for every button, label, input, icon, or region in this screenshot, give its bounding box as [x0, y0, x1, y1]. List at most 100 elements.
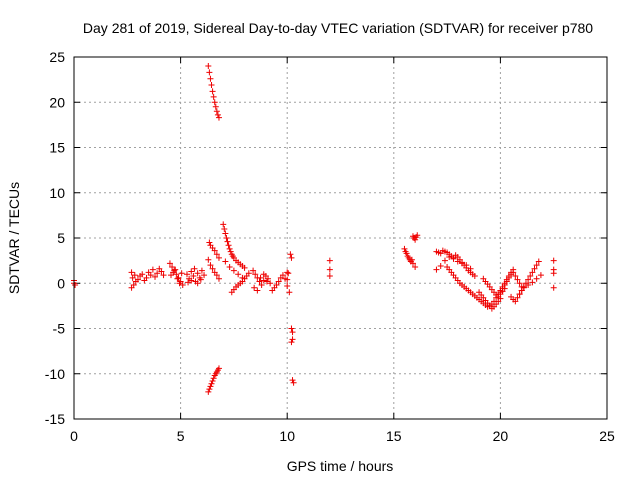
data-point — [414, 232, 421, 239]
data-point — [273, 282, 280, 289]
x-tick-label: 0 — [70, 428, 78, 444]
data-point — [250, 267, 257, 274]
data-point — [288, 254, 295, 261]
data-point — [459, 260, 466, 267]
data-point — [463, 262, 470, 269]
data-point — [206, 69, 213, 76]
data-point — [501, 282, 508, 289]
data-point — [267, 280, 274, 287]
data-point — [209, 377, 216, 384]
data-point — [174, 275, 181, 282]
data-point — [185, 279, 192, 286]
y-tick-label: 15 — [49, 140, 65, 156]
data-point — [510, 269, 517, 276]
data-point — [225, 242, 232, 249]
data-point — [514, 294, 521, 301]
y-tick-label: 20 — [49, 94, 65, 110]
data-point — [467, 265, 474, 272]
data-point — [288, 339, 295, 346]
data-point — [251, 284, 258, 291]
data-point — [531, 265, 538, 272]
data-point — [512, 298, 519, 305]
data-point — [213, 108, 220, 115]
y-axis-label: SDTVAR / TECUs — [6, 182, 22, 294]
data-point — [172, 266, 179, 273]
data-point — [215, 254, 222, 261]
chart-title: Day 281 of 2019, Sidereal Day-to-day VTE… — [83, 20, 593, 36]
data-point — [471, 273, 478, 280]
data-point — [215, 365, 222, 372]
data-point — [254, 287, 261, 294]
data-point — [213, 272, 220, 279]
data-point — [441, 257, 448, 264]
data-point — [263, 278, 270, 285]
data-point — [257, 274, 264, 281]
data-point — [550, 284, 557, 291]
data-point — [433, 266, 440, 273]
data-point — [505, 274, 512, 281]
x-tick-label: 25 — [599, 428, 615, 444]
data-point — [516, 291, 523, 298]
data-point — [520, 284, 527, 291]
data-point — [226, 245, 233, 252]
data-point — [215, 114, 222, 121]
data-point — [209, 88, 216, 95]
data-point — [409, 260, 416, 267]
data-point — [533, 262, 540, 269]
data-point — [230, 267, 237, 274]
data-point — [143, 274, 150, 281]
data-point — [450, 255, 457, 262]
data-point — [198, 267, 205, 274]
data-point — [235, 271, 242, 278]
data-point — [188, 268, 195, 275]
data-point — [197, 276, 204, 283]
data-point — [529, 269, 536, 276]
data-point — [158, 268, 165, 275]
data-point — [188, 277, 195, 284]
data-point — [213, 251, 220, 258]
data-point — [139, 271, 146, 278]
data-point — [201, 272, 208, 279]
data-point — [533, 275, 540, 282]
data-point — [260, 277, 267, 284]
data-point — [207, 75, 214, 82]
data-point — [503, 278, 510, 285]
data-point — [514, 276, 521, 283]
data-point — [175, 274, 182, 281]
data-point — [285, 270, 292, 277]
data-point — [512, 273, 519, 280]
data-point — [446, 254, 453, 261]
data-points — [71, 63, 557, 395]
data-point — [147, 272, 154, 279]
data-point — [412, 263, 419, 270]
data-point — [326, 266, 333, 273]
y-tick-label: 0 — [57, 275, 65, 291]
data-point — [211, 99, 218, 106]
data-point — [206, 386, 213, 393]
data-point — [191, 265, 198, 272]
data-point — [210, 375, 217, 382]
data-point — [256, 278, 263, 285]
data-point — [206, 239, 213, 246]
data-point — [284, 282, 291, 289]
data-point — [527, 273, 534, 280]
y-tick-label: 10 — [49, 185, 65, 201]
data-point — [279, 272, 286, 279]
y-tick-label: -10 — [45, 366, 65, 382]
data-point — [190, 273, 197, 280]
data-point — [223, 235, 230, 241]
data-point — [288, 325, 295, 332]
data-point — [152, 273, 159, 280]
data-point — [194, 280, 201, 287]
data-point — [179, 282, 186, 289]
data-point — [326, 257, 333, 264]
data-point — [209, 265, 216, 272]
data-point — [403, 250, 410, 257]
grid-lines — [74, 57, 607, 419]
data-point — [205, 63, 212, 70]
data-point — [252, 271, 259, 278]
data-point — [194, 270, 201, 277]
data-point — [208, 380, 215, 387]
data-point — [154, 270, 161, 277]
